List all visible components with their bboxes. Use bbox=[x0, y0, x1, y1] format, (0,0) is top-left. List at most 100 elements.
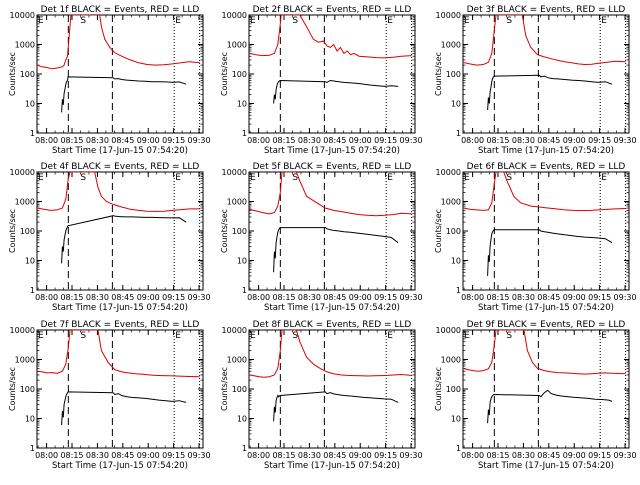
events-series-line bbox=[61, 391, 187, 426]
x-tick-label: 09:00 bbox=[137, 451, 160, 460]
series-group bbox=[249, 330, 412, 422]
y-tick-label: 1000 bbox=[15, 356, 35, 365]
lld-series-line bbox=[463, 330, 626, 375]
x-tick-label: 08:45 bbox=[323, 293, 346, 302]
x-tick-label: 09:30 bbox=[400, 451, 423, 460]
lld-series-line bbox=[463, 172, 626, 212]
x-tick-label: 09:30 bbox=[400, 293, 423, 302]
x-tick-label: 08:45 bbox=[537, 136, 560, 145]
lld-series-line bbox=[37, 15, 200, 70]
x-tick-label: 08:45 bbox=[323, 136, 346, 145]
y-axis-label: Counts/sec bbox=[220, 209, 229, 253]
x-tick-label: 09:00 bbox=[563, 451, 586, 460]
x-tick-label: 09:15 bbox=[588, 293, 611, 302]
marker-letter: E bbox=[464, 173, 470, 183]
x-tick-label: 08:45 bbox=[323, 451, 346, 460]
series-group bbox=[249, 172, 412, 273]
y-tick-label: 1 bbox=[456, 286, 461, 295]
y-tick-label: 1000 bbox=[227, 198, 247, 207]
x-tick-label: 09:30 bbox=[614, 136, 637, 145]
y-axis-label: Counts/sec bbox=[434, 52, 443, 96]
y-tick-label: 10000 bbox=[436, 168, 461, 177]
marker-letter: E bbox=[38, 173, 44, 183]
x-tick-label: 08:30 bbox=[512, 136, 535, 145]
x-tick-label: 08:15 bbox=[486, 136, 509, 145]
y-tick-label: 10000 bbox=[436, 326, 461, 335]
marker-letter: E bbox=[38, 331, 44, 341]
x-tick-label: 08:30 bbox=[512, 451, 535, 460]
x-tick-label: 09:00 bbox=[137, 293, 160, 302]
marker-letter: S bbox=[506, 331, 512, 341]
x-tick-label: 08:00 bbox=[247, 451, 270, 460]
x-axis-label: Start Time (17-Jun-15 07:54:20) bbox=[264, 303, 400, 313]
panel-title: Det 2f BLACK = Events, RED = LLD bbox=[253, 5, 412, 15]
x-tick-label: 09:15 bbox=[374, 293, 397, 302]
x-tick-label: 08:45 bbox=[111, 293, 134, 302]
x-tick-label: 08:30 bbox=[298, 451, 321, 460]
y-tick-label: 1000 bbox=[15, 41, 35, 50]
y-tick-label: 10000 bbox=[222, 326, 247, 335]
x-tick-label: 08:00 bbox=[35, 451, 58, 460]
y-axis-label: Counts/sec bbox=[8, 209, 17, 253]
y-tick-label: 10 bbox=[237, 100, 247, 109]
y-tick-label: 1000 bbox=[227, 356, 247, 365]
panel-title: Det 3f BLACK = Events, RED = LLD bbox=[467, 5, 626, 15]
series-group bbox=[463, 15, 626, 111]
y-tick-label: 10 bbox=[451, 100, 461, 109]
lld-series-line bbox=[249, 330, 412, 378]
series-group bbox=[249, 15, 412, 104]
marker-letter: S bbox=[506, 16, 512, 26]
x-tick-label: 08:45 bbox=[111, 136, 134, 145]
y-tick-label: 10 bbox=[25, 415, 35, 424]
marker-letter: E bbox=[250, 331, 256, 341]
y-tick-label: 1 bbox=[242, 286, 247, 295]
series-group bbox=[37, 15, 200, 113]
marker-letter: E bbox=[387, 331, 393, 341]
x-tick-label: 09:15 bbox=[162, 451, 185, 460]
y-axis-label: Counts/sec bbox=[8, 367, 17, 411]
detector-panel: Det 4f BLACK = Events, RED = LLD 1 10 100 10… bbox=[8, 162, 211, 313]
y-axis-label: Counts/sec bbox=[220, 52, 229, 96]
events-series-line bbox=[273, 79, 399, 104]
x-tick-label: 09:00 bbox=[563, 136, 586, 145]
events-series-line bbox=[61, 215, 187, 264]
y-tick-label: 1 bbox=[242, 129, 247, 138]
x-axis-label: Start Time (17-Jun-15 07:54:20) bbox=[478, 303, 614, 313]
y-tick-label: 10000 bbox=[10, 11, 35, 20]
lld-series-line bbox=[463, 15, 626, 66]
series-group bbox=[463, 330, 626, 424]
y-tick-label: 1000 bbox=[441, 41, 461, 50]
y-tick-label: 1000 bbox=[441, 356, 461, 365]
panel-title: Det 4f BLACK = Events, RED = LLD bbox=[41, 162, 200, 172]
plot-frame bbox=[248, 329, 416, 449]
y-tick-label: 100 bbox=[20, 385, 35, 394]
detector-panel: Det 8f BLACK = Events, RED = LLD 1 10 100 10… bbox=[220, 320, 423, 471]
events-series-line bbox=[487, 389, 613, 424]
plot-frame bbox=[36, 14, 204, 134]
y-tick-label: 100 bbox=[232, 70, 247, 79]
marker-letter: E bbox=[250, 16, 256, 26]
x-tick-label: 09:30 bbox=[614, 293, 637, 302]
y-tick-label: 10 bbox=[237, 415, 247, 424]
y-tick-label: 1000 bbox=[227, 41, 247, 50]
plot-frame bbox=[36, 171, 204, 291]
marker-letter: E bbox=[175, 331, 181, 341]
x-tick-label: 09:30 bbox=[614, 451, 637, 460]
y-tick-label: 100 bbox=[20, 227, 35, 236]
events-series-line bbox=[487, 229, 613, 276]
panel-title: Det 1f BLACK = Events, RED = LLD bbox=[41, 5, 200, 15]
x-tick-label: 09:00 bbox=[349, 136, 372, 145]
lld-series-line bbox=[249, 15, 412, 59]
marker-letter: E bbox=[601, 16, 607, 26]
marker-letter: S bbox=[80, 173, 86, 183]
x-tick-label: 09:15 bbox=[374, 136, 397, 145]
marker-letter: S bbox=[292, 331, 298, 341]
y-axis-label: Counts/sec bbox=[434, 209, 443, 253]
x-axis-label: Start Time (17-Jun-15 07:54:20) bbox=[52, 461, 188, 471]
panel-title: Det 9f BLACK = Events, RED = LLD bbox=[467, 320, 626, 330]
marker-letter: E bbox=[38, 16, 44, 26]
x-tick-label: 09:30 bbox=[400, 136, 423, 145]
x-tick-label: 09:15 bbox=[588, 136, 611, 145]
plot-frame bbox=[248, 14, 416, 134]
